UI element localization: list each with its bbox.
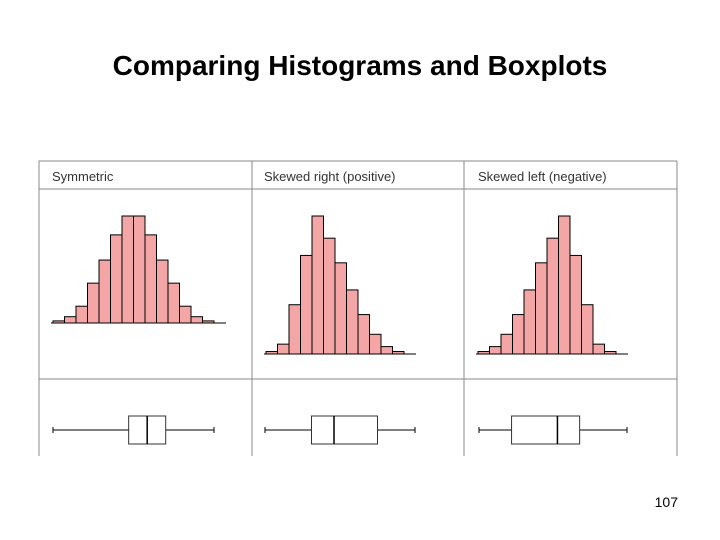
comparison-figure: Symmetric Skewed right (positive) Skewed… [38, 160, 678, 456]
histogram-bar [311, 215, 324, 355]
histogram-bar [369, 333, 382, 355]
histogram-bar [592, 343, 605, 355]
boxplot-box [511, 415, 581, 445]
histogram-skewed-left [476, 215, 628, 355]
histogram-bar [323, 237, 336, 355]
histogram-bar [52, 320, 65, 324]
histogram-bar [64, 316, 77, 324]
histogram-bar [500, 333, 513, 355]
histogram-bar [156, 259, 169, 324]
histogram-bar [380, 346, 393, 355]
histogram-bar [581, 304, 594, 355]
histogram-bar [392, 351, 405, 355]
histogram-bar [535, 262, 548, 355]
histogram-bar [110, 234, 123, 324]
histogram-bar [202, 320, 215, 324]
histogram-bar [265, 351, 278, 355]
histogram-bar [546, 237, 559, 355]
histogram-bar [133, 215, 146, 324]
boxplot-symmetric [52, 415, 215, 445]
histogram-bar [489, 346, 502, 355]
panel-symmetric: Symmetric [51, 169, 226, 445]
histogram-bar [190, 316, 203, 324]
histogram-bar [179, 305, 192, 324]
page-number: 107 [654, 494, 678, 510]
boxplot-skewed-right [264, 415, 416, 445]
panel-skewed-right: Skewed right (positive) [264, 169, 416, 445]
histogram-bar [167, 282, 180, 324]
histogram-bar [604, 351, 617, 355]
panel-title-skewed-left: Skewed left (negative) [478, 169, 607, 184]
histogram-symmetric [51, 215, 226, 324]
boxplot-skewed-left [478, 415, 628, 445]
histogram-bar [87, 282, 100, 324]
histogram-bar [569, 254, 582, 355]
panel-title-symmetric: Symmetric [52, 169, 114, 184]
histogram-bar [523, 289, 536, 355]
histogram-bar [277, 343, 290, 355]
histogram-bar [75, 305, 88, 324]
histogram-bar [288, 304, 301, 355]
histogram-bar [558, 215, 571, 355]
histogram-bar [346, 289, 359, 355]
histogram-bar [98, 259, 111, 324]
histogram-bar [121, 215, 134, 324]
histogram-bar [144, 234, 157, 324]
histogram-bar [512, 314, 525, 355]
boxplot-box [311, 415, 378, 445]
histogram-bar [334, 262, 347, 355]
slide-title: Comparing Histograms and Boxplots [112, 50, 608, 81]
panel-skewed-left: Skewed left (negative) [476, 169, 628, 445]
histogram-bar [477, 351, 490, 355]
histogram-bar [300, 254, 313, 355]
histogram-skewed-right [264, 215, 416, 355]
panel-title-skewed-right: Skewed right (positive) [264, 169, 396, 184]
figure-frame [38, 160, 678, 456]
histogram-bar [357, 314, 370, 355]
